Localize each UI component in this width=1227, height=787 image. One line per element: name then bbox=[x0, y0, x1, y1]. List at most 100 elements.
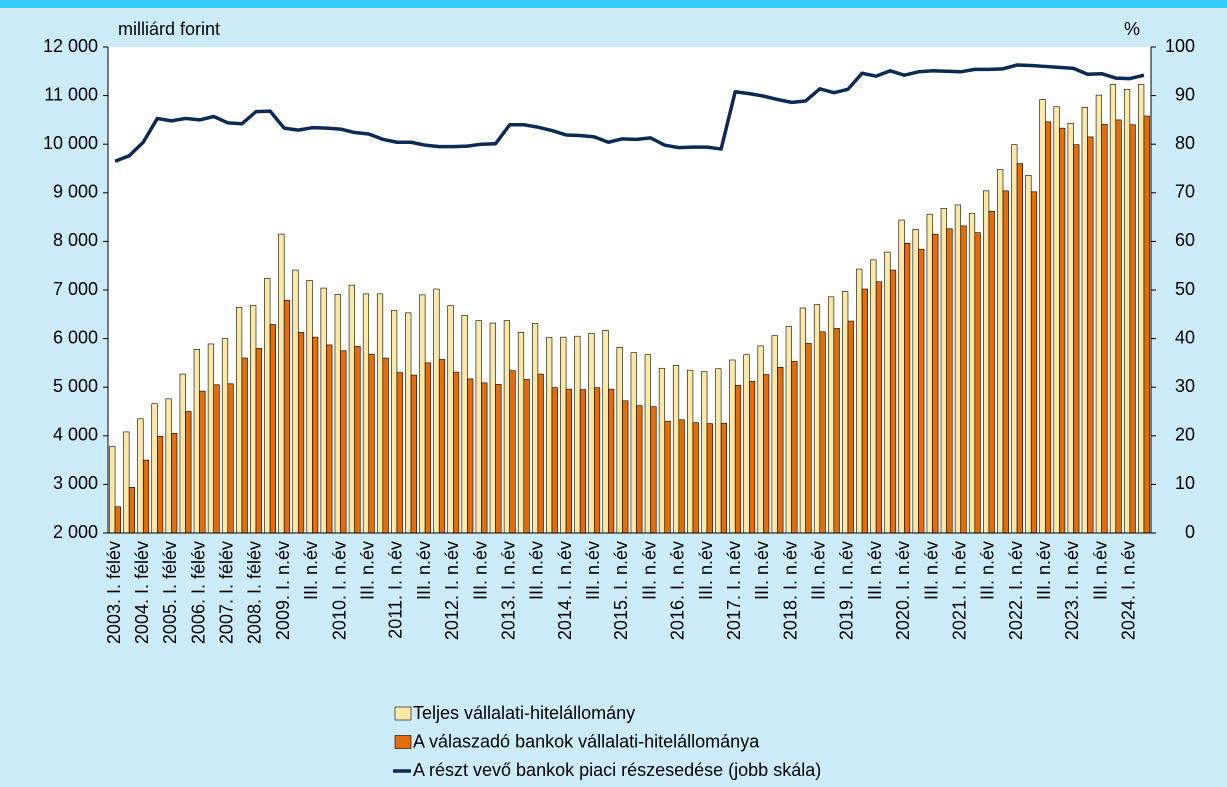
bar bbox=[179, 373, 186, 534]
bar bbox=[241, 357, 248, 534]
bar bbox=[312, 336, 319, 534]
bar bbox=[1044, 121, 1052, 534]
y2-tick-label: 50 bbox=[1175, 279, 1195, 299]
bar bbox=[227, 383, 234, 534]
bar bbox=[1016, 163, 1024, 534]
bar bbox=[1030, 191, 1038, 534]
bar bbox=[918, 248, 925, 534]
bar bbox=[565, 388, 572, 534]
bar bbox=[884, 251, 891, 534]
bar bbox=[932, 233, 939, 534]
bar bbox=[946, 228, 953, 534]
x-tick-label: 2016. I. n.év bbox=[668, 541, 688, 640]
bar bbox=[461, 314, 468, 534]
bar bbox=[960, 225, 967, 534]
bar bbox=[729, 359, 736, 534]
bar bbox=[833, 328, 840, 534]
bar bbox=[749, 381, 756, 534]
x-tick-label: 2004. I. félév bbox=[132, 541, 152, 644]
bar bbox=[199, 390, 206, 534]
bar bbox=[771, 335, 778, 534]
x-tick-label: III. n.év bbox=[414, 541, 434, 600]
x-tick-label: III. n.év bbox=[358, 541, 378, 600]
bar bbox=[235, 307, 243, 534]
x-tick-label: III. n.év bbox=[1034, 541, 1054, 600]
x-tick-label: 2006. I. félév bbox=[188, 541, 208, 644]
bar bbox=[517, 331, 525, 534]
bar bbox=[827, 296, 835, 534]
bar bbox=[165, 398, 172, 534]
bar bbox=[870, 259, 877, 534]
bar bbox=[1002, 190, 1009, 534]
y-axis-label: milliárd forint bbox=[118, 19, 220, 39]
bar bbox=[123, 431, 130, 534]
bar bbox=[171, 433, 178, 534]
bar bbox=[376, 293, 384, 534]
bar bbox=[954, 204, 962, 534]
bar bbox=[658, 367, 666, 534]
bar bbox=[715, 368, 722, 534]
y2-tick-label: 70 bbox=[1175, 182, 1195, 202]
bar bbox=[842, 291, 849, 534]
bar bbox=[362, 293, 370, 534]
bar bbox=[368, 353, 375, 534]
bar bbox=[574, 335, 581, 534]
x-tick-label: 2013. I. n.év bbox=[498, 541, 518, 640]
bar bbox=[467, 378, 474, 534]
bar bbox=[537, 373, 544, 534]
bar bbox=[424, 362, 432, 534]
bar bbox=[269, 324, 276, 534]
bar bbox=[785, 326, 792, 534]
bar bbox=[664, 420, 671, 534]
y-tick-label: 2 000 bbox=[53, 522, 98, 542]
legend-marker bbox=[394, 735, 412, 749]
bar bbox=[983, 190, 990, 534]
bar bbox=[213, 384, 220, 534]
y2-tick-label: 100 bbox=[1165, 36, 1195, 56]
y2-tick-label: 10 bbox=[1175, 473, 1195, 493]
bar bbox=[988, 210, 995, 534]
bar bbox=[509, 370, 516, 534]
bar bbox=[588, 332, 595, 534]
bar bbox=[720, 422, 728, 534]
bar bbox=[847, 320, 854, 534]
bar bbox=[410, 374, 417, 534]
bar bbox=[1053, 106, 1060, 534]
y2-tick-label: 80 bbox=[1175, 133, 1195, 153]
x-tick-label: 2024. I. n.év bbox=[1119, 541, 1139, 640]
y-tick-label: 11 000 bbox=[44, 84, 98, 104]
x-tick-label: 2022. I. n.év bbox=[1006, 541, 1026, 640]
bar bbox=[503, 320, 510, 534]
x-tick-label: 2014. I. n.év bbox=[555, 541, 575, 640]
x-tick-label: III. n.év bbox=[470, 541, 490, 600]
bar bbox=[706, 423, 713, 534]
y2-tick-label: 0 bbox=[1185, 522, 1195, 542]
bar bbox=[250, 305, 257, 534]
legend-label: Teljes vállalati-hitelállomány bbox=[413, 703, 635, 723]
bar bbox=[856, 268, 863, 534]
bar bbox=[221, 338, 229, 534]
bar bbox=[763, 374, 770, 534]
x-tick-label: 2018. I. n.év bbox=[780, 541, 800, 640]
x-tick-label: 2023. I. n.év bbox=[1062, 541, 1082, 640]
x-tick-label: III. n.év bbox=[696, 541, 716, 600]
x-tick-label: 2008. I. félév bbox=[245, 541, 265, 644]
bar bbox=[898, 219, 905, 534]
x-tick-label: III. n.év bbox=[583, 541, 603, 600]
bar bbox=[799, 307, 806, 534]
x-tick-label: 2009. I. n.év bbox=[273, 541, 293, 640]
y2-tick-label: 90 bbox=[1175, 84, 1195, 104]
bar bbox=[912, 228, 919, 534]
bar bbox=[622, 400, 629, 534]
y-tick-label: 6 000 bbox=[53, 327, 98, 347]
bar bbox=[193, 348, 200, 534]
y-tick-label: 12 000 bbox=[43, 36, 98, 56]
bar bbox=[889, 269, 897, 534]
bar bbox=[1039, 99, 1046, 534]
bar bbox=[1011, 144, 1018, 534]
bar bbox=[1109, 84, 1117, 534]
bar bbox=[264, 278, 271, 534]
bar bbox=[861, 288, 868, 534]
bar bbox=[926, 213, 933, 534]
bar bbox=[207, 343, 215, 534]
